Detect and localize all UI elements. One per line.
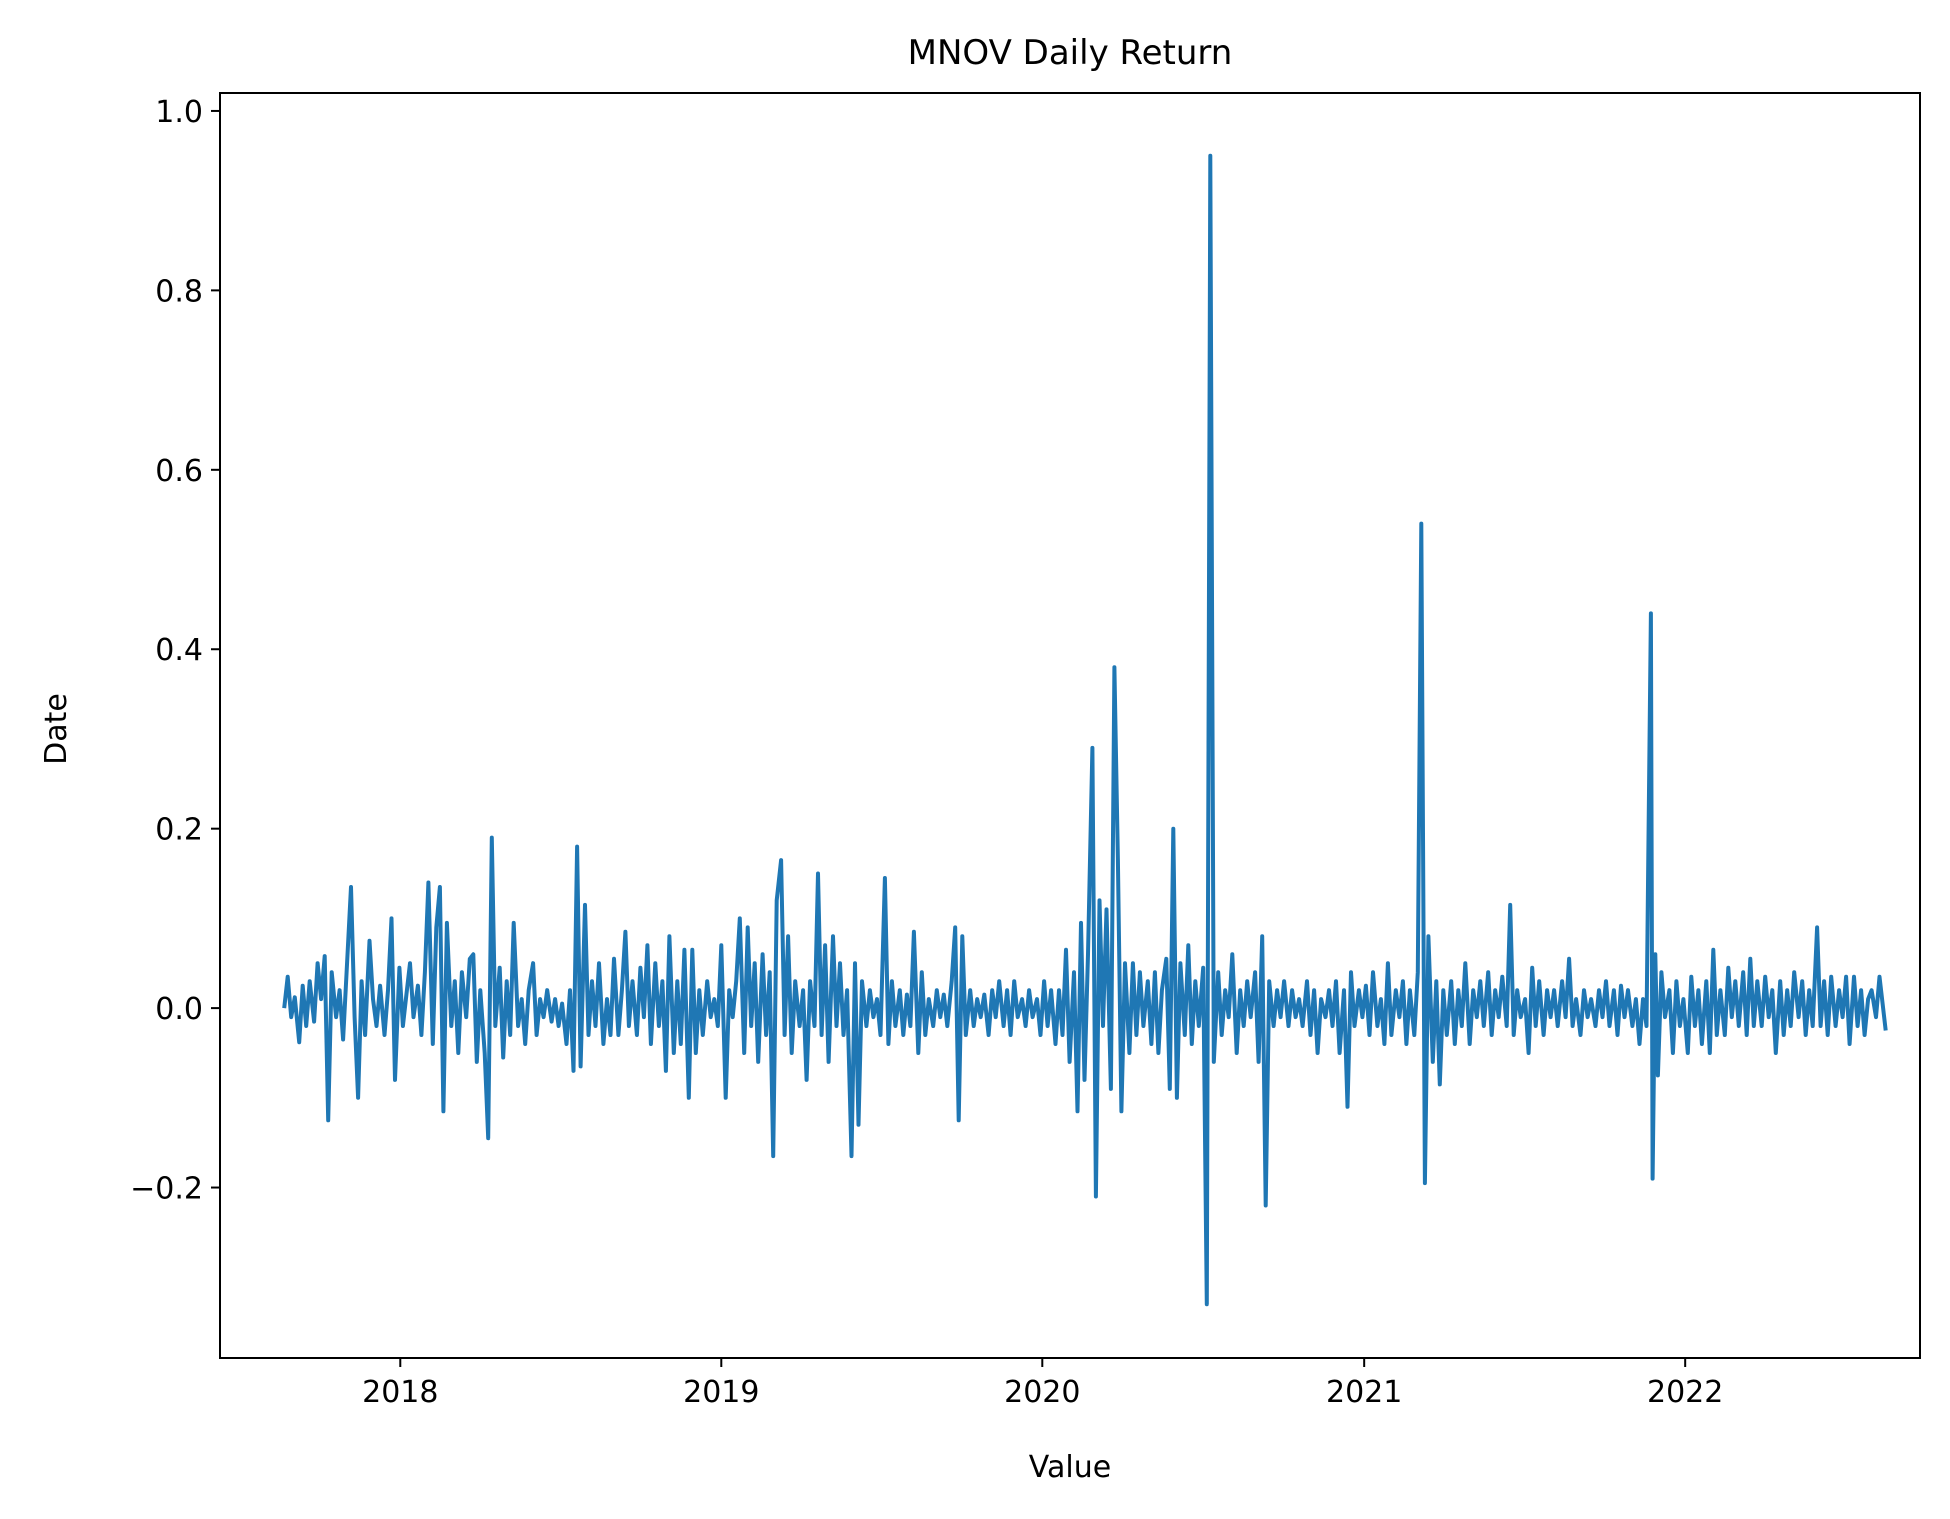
series-line — [282, 153, 1888, 1307]
y-tick-label: 0.4 — [155, 633, 203, 668]
x-tick-label: 2019 — [683, 1375, 759, 1410]
y-tick-label: 0.0 — [155, 992, 203, 1027]
y-tick-label: 1.0 — [155, 95, 203, 130]
x-axis-label: Value — [1029, 1450, 1111, 1485]
x-tick-label: 2020 — [1004, 1375, 1080, 1410]
x-tick-label: 2021 — [1326, 1375, 1402, 1410]
y-tick-label: 0.6 — [155, 454, 203, 489]
data-layer — [282, 153, 1888, 1307]
x-tick-label: 2018 — [362, 1375, 438, 1410]
plot-frame — [219, 92, 1921, 1359]
y-tick-label: −0.2 — [130, 1172, 203, 1207]
x-tick-label: 2022 — [1647, 1375, 1723, 1410]
y-tick-label: 0.2 — [155, 813, 203, 848]
ticks-layer: 2018 2019 2020 2021 2022 −0.2 0.0 0.2 0.4 0.6 0.8 1… — [130, 95, 1723, 1410]
chart-title: MNOV Daily Return — [908, 33, 1233, 73]
y-tick-label: 0.8 — [155, 274, 203, 309]
y-axis-label: Date — [39, 693, 74, 765]
